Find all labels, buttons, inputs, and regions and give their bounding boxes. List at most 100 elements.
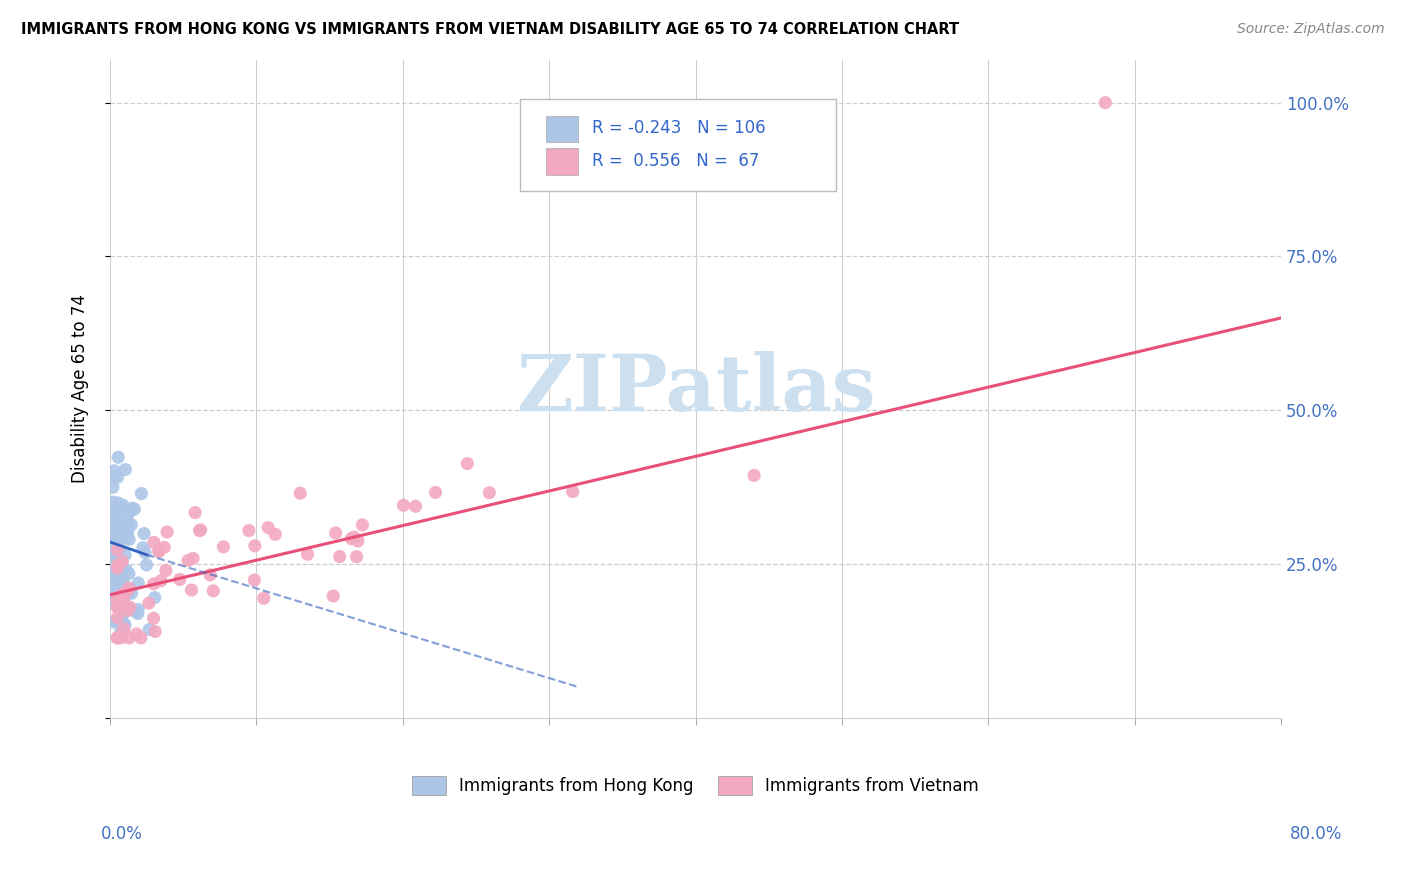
Point [105, 532, 128, 546]
Point [101, 495, 124, 509]
Point [352, 518, 374, 533]
Point [103, 518, 125, 533]
Point [340, 532, 363, 546]
Point [108, 543, 131, 558]
Point [118, 600, 141, 615]
Point [129, 631, 152, 645]
Point [111, 564, 134, 578]
Point [124, 605, 146, 619]
Point [101, 480, 124, 494]
Point [103, 551, 125, 566]
Point [105, 543, 128, 558]
Point [177, 553, 200, 567]
Point [120, 517, 142, 532]
Point [188, 524, 211, 538]
Point [138, 596, 160, 610]
Point [103, 571, 125, 585]
Point [148, 543, 170, 558]
Text: IMMIGRANTS FROM HONG KONG VS IMMIGRANTS FROM VIETNAM DISABILITY AGE 65 TO 74 COR: IMMIGRANTS FROM HONG KONG VS IMMIGRANTS … [21, 22, 959, 37]
Point [142, 535, 165, 549]
Point [297, 547, 319, 561]
Point [118, 533, 141, 547]
FancyBboxPatch shape [546, 148, 578, 175]
Text: Source: ZipAtlas.com: Source: ZipAtlas.com [1237, 22, 1385, 37]
Text: 0.0%: 0.0% [101, 825, 143, 843]
Point [105, 542, 128, 557]
FancyBboxPatch shape [546, 116, 578, 142]
Point [346, 549, 368, 564]
Point [125, 627, 148, 641]
Point [107, 586, 129, 600]
Point [105, 600, 128, 615]
Point [111, 554, 134, 568]
Point [118, 602, 141, 616]
Point [110, 631, 132, 645]
Point [392, 498, 415, 512]
Point [190, 523, 212, 537]
Point [110, 499, 132, 513]
Point [257, 520, 280, 534]
Point [132, 541, 155, 555]
Point [117, 603, 139, 617]
Point [105, 631, 128, 645]
Point [100, 547, 122, 561]
Point [111, 498, 134, 512]
Point [103, 464, 125, 478]
Point [114, 548, 136, 562]
Point [100, 524, 122, 539]
Point [114, 516, 136, 530]
Point [107, 552, 129, 566]
Point [100, 544, 122, 558]
Point [127, 576, 149, 591]
Point [107, 615, 129, 629]
Point [115, 526, 138, 541]
Point [104, 553, 127, 567]
Point [105, 565, 128, 579]
Point [103, 526, 125, 541]
Point [103, 510, 125, 524]
Point [134, 546, 156, 560]
Point [114, 577, 136, 591]
Point [117, 524, 139, 539]
Point [180, 582, 202, 597]
Point [127, 607, 149, 621]
Point [100, 529, 122, 543]
Point [105, 533, 128, 548]
Point [121, 586, 143, 600]
Point [107, 574, 129, 589]
Y-axis label: Disability Age 65 to 74: Disability Age 65 to 74 [72, 294, 89, 483]
Point [184, 506, 207, 520]
Point [100, 515, 122, 529]
Point [105, 592, 128, 607]
Point [105, 541, 128, 555]
Point [101, 553, 124, 567]
Point [107, 501, 129, 516]
Point [405, 500, 427, 514]
Point [425, 485, 447, 500]
Point [198, 567, 221, 582]
Point [105, 501, 128, 516]
Point [100, 525, 122, 540]
Point [105, 561, 128, 575]
Point [347, 533, 370, 548]
Point [101, 547, 124, 561]
Point [143, 591, 166, 605]
Point [135, 558, 157, 572]
Point [117, 519, 139, 533]
Point [142, 577, 165, 591]
Point [115, 526, 138, 541]
Point [107, 496, 129, 510]
Point [105, 593, 128, 607]
Point [105, 572, 128, 586]
Point [110, 624, 132, 639]
Point [105, 610, 128, 624]
Point [105, 568, 128, 582]
Point [105, 558, 128, 573]
Point [104, 531, 127, 545]
Point [100, 594, 122, 608]
Point [181, 551, 204, 566]
Point [112, 517, 135, 532]
Text: R =  0.556   N =  67: R = 0.556 N = 67 [592, 152, 759, 170]
Text: 80.0%: 80.0% [1291, 825, 1343, 843]
Point [114, 618, 136, 632]
